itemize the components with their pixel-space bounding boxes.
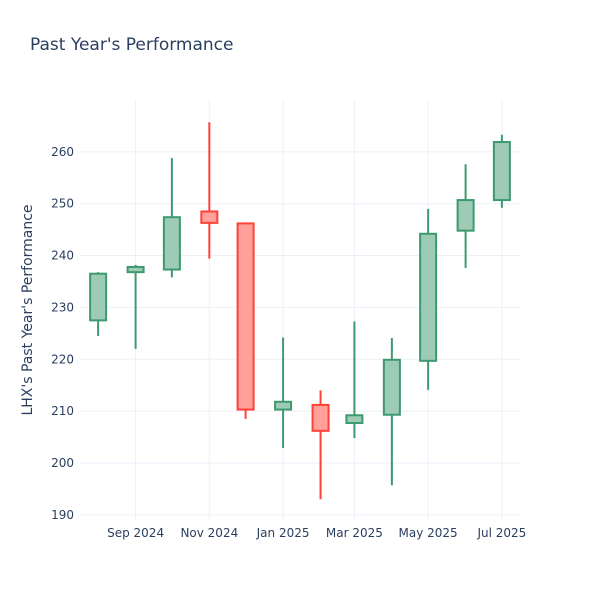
candle	[200, 122, 219, 259]
y-tick-label: 260	[51, 145, 74, 159]
y-tick-label: 250	[51, 197, 74, 211]
candle	[345, 321, 364, 439]
y-tick-labels: 190 200 210 220 230 240 250 260	[51, 145, 74, 522]
candle	[89, 272, 108, 336]
grid-lines	[80, 100, 520, 520]
candle	[126, 264, 145, 349]
candle-body	[162, 216, 181, 271]
x-tick-labels: Sep 2024 Nov 2024 Jan 2025 Mar 2025 May 2025…	[107, 526, 526, 540]
candle-body	[236, 222, 255, 411]
x-tick-label: Nov 2024	[180, 526, 238, 540]
candle	[311, 390, 330, 500]
x-tick-label: Mar 2025	[326, 526, 383, 540]
x-tick-label: Sep 2024	[107, 526, 164, 540]
candle	[456, 164, 475, 268]
y-tick-label: 200	[51, 456, 74, 470]
x-tick-label: Jul 2025	[476, 526, 526, 540]
candle-body	[89, 272, 108, 322]
candle	[382, 338, 401, 486]
y-tick-label: 190	[51, 508, 74, 522]
candle	[419, 208, 438, 390]
candle-body	[200, 210, 219, 224]
candle-body	[382, 358, 401, 416]
y-axis-label: LHX's Past Year's Performance	[20, 204, 36, 415]
candle-body	[126, 265, 145, 274]
y-tick-label: 220	[51, 352, 74, 366]
candle-body	[456, 199, 475, 232]
candle	[492, 134, 511, 208]
candle-body	[311, 403, 330, 432]
candle-body	[274, 400, 293, 411]
candle-body	[345, 414, 364, 425]
candle	[162, 158, 181, 278]
candle	[236, 222, 255, 419]
candle-body	[492, 141, 511, 202]
candle	[274, 337, 293, 448]
candle-body	[419, 232, 438, 362]
chart-title: Past Year's Performance	[30, 35, 234, 55]
x-tick-label: Jan 2025	[256, 526, 310, 540]
y-tick-label: 210	[51, 404, 74, 418]
candles	[89, 122, 511, 500]
x-tick-label: May 2025	[399, 526, 458, 540]
y-tick-label: 230	[51, 300, 74, 314]
y-tick-label: 240	[51, 249, 74, 263]
